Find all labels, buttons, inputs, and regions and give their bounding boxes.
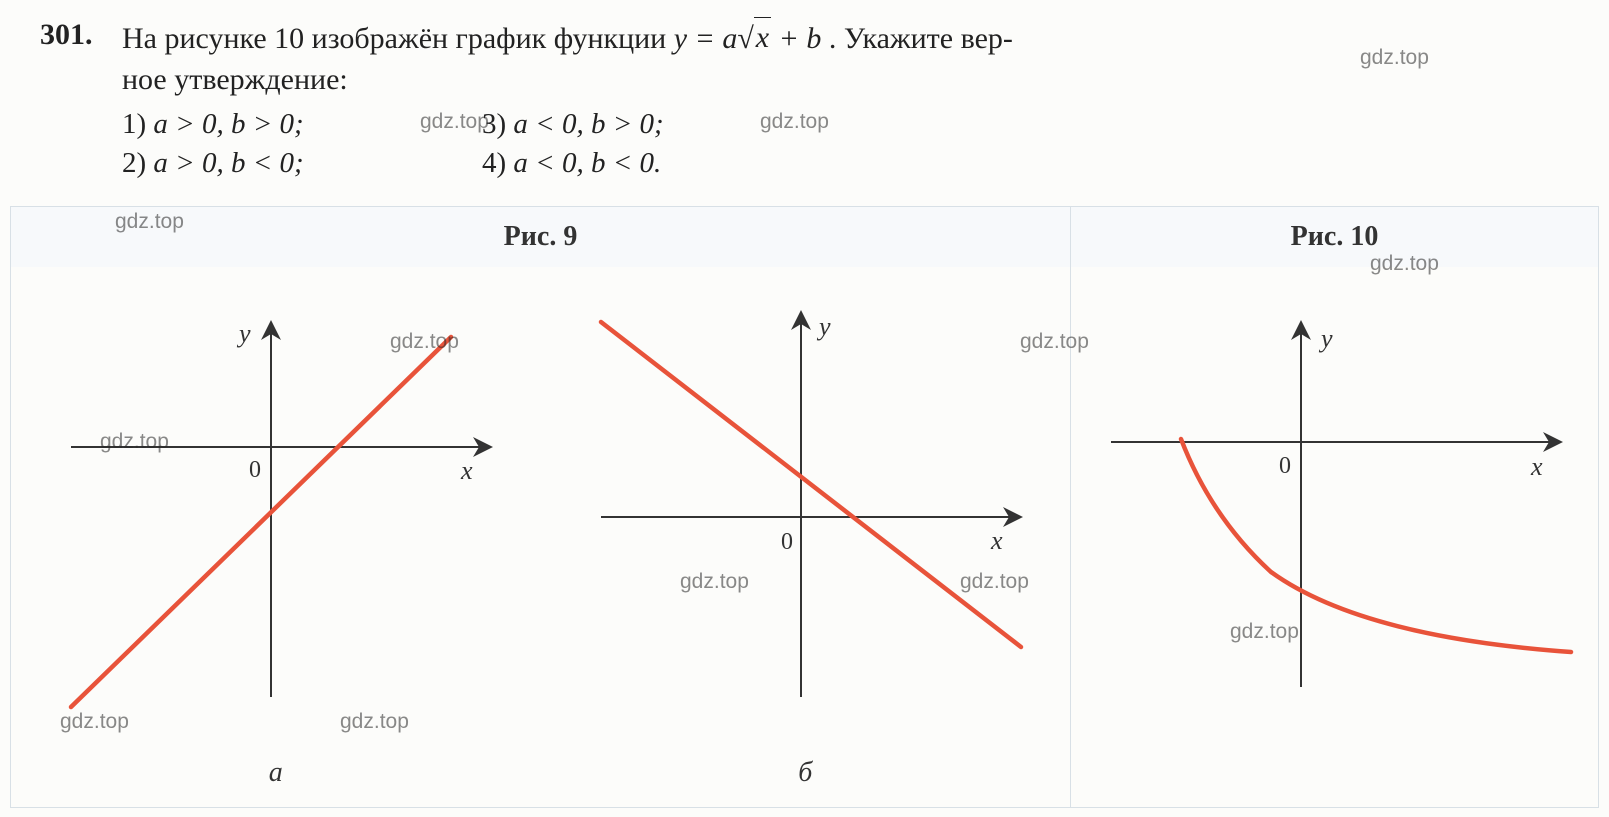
- option-2: 2) a > 0, b < 0;: [122, 147, 482, 180]
- problem-text: На рисунке 10 изображён график функции y…: [122, 18, 1569, 100]
- fig9a-sublabel: а: [269, 757, 283, 789]
- option-4-body: a < 0, b < 0.: [513, 147, 661, 179]
- option-3-body: a < 0, b > 0;: [513, 108, 663, 140]
- option-4-num: 4): [482, 147, 506, 179]
- option-2-body: a > 0, b < 0;: [153, 147, 303, 179]
- formula: y = a√x + b: [674, 22, 829, 55]
- svg-text:y: y: [236, 319, 251, 348]
- svg-text:x: x: [1530, 452, 1543, 481]
- fig9a-svg: y x 0: [11, 267, 531, 737]
- option-3-num: 3): [482, 108, 506, 140]
- option-1-body: a > 0, b > 0;: [153, 108, 303, 140]
- svg-text:x: x: [990, 526, 1003, 555]
- text-line2: ное утверждение:: [122, 63, 348, 96]
- fig9-cell: y x 0 а y x 0 б: [11, 267, 1071, 807]
- formula-plus-b: + b: [771, 22, 821, 55]
- header-fig9: Рис. 9: [11, 207, 1071, 267]
- sqrt-symbol: √: [737, 22, 753, 55]
- option-3: 3) a < 0, b > 0;: [482, 108, 842, 141]
- figures-table-header: Рис. 9 Рис. 10: [11, 207, 1598, 267]
- option-2-num: 2): [122, 147, 146, 179]
- fig9b-panel: y x 0 б: [541, 267, 1071, 807]
- svg-text:0: 0: [249, 457, 261, 483]
- header-fig10: Рис. 10: [1071, 207, 1598, 267]
- svg-text:0: 0: [1279, 453, 1291, 479]
- option-4: 4) a < 0, b < 0.: [482, 147, 842, 180]
- sqrt-wrap: √x: [737, 18, 771, 60]
- problem-block: 301. На рисунке 10 изображён график функ…: [0, 0, 1609, 180]
- option-1-num: 1): [122, 108, 146, 140]
- formula-eq: =: [687, 22, 722, 55]
- sqrt-arg: x: [754, 17, 771, 59]
- figures-table-body: y x 0 а y x 0 б y x 0: [11, 267, 1598, 807]
- svg-text:y: y: [816, 312, 831, 341]
- formula-y: y: [674, 22, 687, 55]
- problem-number: 301.: [40, 18, 104, 52]
- fig9b-svg: y x 0: [541, 267, 1061, 737]
- svg-text:y: y: [1318, 324, 1333, 353]
- fig9a-panel: y x 0 а: [11, 267, 541, 807]
- figures-table: Рис. 9 Рис. 10 y x 0 а y x 0 б y x 0: [10, 206, 1599, 808]
- problem-first-row: 301. На рисунке 10 изображён график функ…: [40, 18, 1569, 100]
- text-after: . Укажите вер-: [829, 22, 1013, 55]
- svg-text:x: x: [460, 456, 473, 485]
- formula-a: a: [722, 22, 737, 55]
- fig9b-sublabel: б: [798, 757, 812, 789]
- svg-text:0: 0: [781, 529, 793, 555]
- options-grid: 1) a > 0, b > 0; 3) a < 0, b > 0; 2) a >…: [40, 108, 1569, 180]
- fig10-svg: y x 0: [1071, 267, 1591, 737]
- option-1: 1) a > 0, b > 0;: [122, 108, 482, 141]
- text-before: На рисунке 10 изображён график функции: [122, 22, 674, 55]
- fig10-cell: y x 0: [1071, 267, 1598, 807]
